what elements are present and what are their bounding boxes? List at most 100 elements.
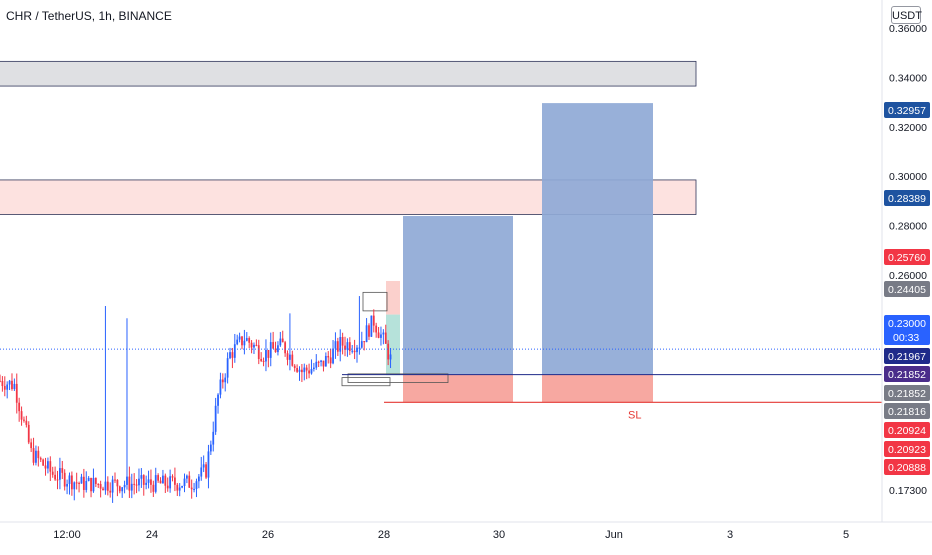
candle-body <box>248 338 251 343</box>
price-scale-badge-label: 0.21852 <box>888 369 926 381</box>
time-axis-bg <box>0 522 932 550</box>
candle <box>253 342 255 355</box>
candle-body <box>382 332 385 335</box>
candle <box>140 468 143 488</box>
candle <box>197 473 200 489</box>
price-scale-badge-bg <box>884 459 930 475</box>
long-position-1-target-zone <box>403 216 513 375</box>
resistance-zone-upper <box>0 60 697 87</box>
candle <box>224 373 227 392</box>
candle <box>236 334 239 346</box>
price-scale-badge: 0.21852 <box>884 385 930 401</box>
candle-body <box>159 480 162 484</box>
candle-body <box>92 477 95 492</box>
candle <box>372 309 375 333</box>
candle <box>23 416 25 423</box>
candle <box>291 350 294 367</box>
candle-body <box>284 342 287 354</box>
candle-body <box>135 484 138 486</box>
candle-body <box>320 360 322 362</box>
candle-body <box>214 405 217 432</box>
candle-body <box>317 361 320 363</box>
candle <box>20 406 23 426</box>
price-scale-badge-label: 0.25760 <box>888 252 926 264</box>
candle <box>255 339 258 347</box>
price-tick-label: 0.26000 <box>889 270 927 282</box>
candle <box>334 332 337 359</box>
candle <box>286 350 289 366</box>
candle-body <box>66 483 68 487</box>
candle <box>190 479 193 499</box>
candle <box>245 332 248 342</box>
candle-body <box>305 367 308 371</box>
price-scale-badge-label: 0.21967 <box>888 351 926 363</box>
candle-body <box>241 336 243 346</box>
candle <box>356 344 358 363</box>
candle <box>159 477 162 484</box>
candle <box>221 373 224 389</box>
candle-body <box>39 458 42 460</box>
candle <box>329 348 332 369</box>
entry-range-box-2 <box>341 377 391 387</box>
candle <box>229 347 231 360</box>
price-scale-badge-bg <box>884 348 930 364</box>
candle-body <box>183 478 186 487</box>
price-scale-badge: 0.20888 <box>884 459 930 475</box>
candle <box>169 469 172 493</box>
candle <box>75 472 78 490</box>
candle-body <box>267 350 270 358</box>
candle-body <box>202 464 205 468</box>
candle-body <box>238 336 241 340</box>
candle <box>272 331 275 349</box>
candle <box>377 326 380 339</box>
candle <box>185 474 188 484</box>
mini-position-stop-zone <box>386 280 400 315</box>
candle <box>166 477 169 492</box>
candle <box>37 446 40 467</box>
candle-body <box>78 482 80 484</box>
candle-body <box>262 360 265 362</box>
candle <box>389 347 392 369</box>
candle-body <box>51 471 54 475</box>
candle <box>157 473 160 483</box>
candle-body <box>104 481 107 491</box>
candle <box>279 331 282 347</box>
candle-body <box>341 337 344 346</box>
currency-button[interactable]: USDT <box>891 6 922 24</box>
candle <box>344 336 346 357</box>
candle <box>248 336 251 349</box>
candle-body <box>377 332 380 338</box>
candle <box>348 337 351 356</box>
candle <box>63 469 66 491</box>
candle <box>238 332 241 343</box>
candle <box>30 438 33 452</box>
candle <box>138 468 140 492</box>
candle <box>205 462 207 480</box>
candle <box>85 471 88 493</box>
candle <box>341 332 344 355</box>
candle-body <box>138 478 140 486</box>
candle-body <box>329 357 332 364</box>
candle-body <box>212 431 215 445</box>
candle <box>128 466 131 498</box>
candle <box>171 474 174 482</box>
price-scale-badge: 0.32957 <box>884 102 930 118</box>
candle-body <box>353 350 356 353</box>
candle-body <box>3 386 6 390</box>
candle-body <box>114 479 116 481</box>
candle <box>360 331 363 349</box>
candle-body <box>178 487 181 491</box>
candle <box>183 473 186 493</box>
price-scale-badge-bg <box>884 190 930 206</box>
candle <box>6 381 9 399</box>
candle-body <box>171 476 174 478</box>
candle <box>114 472 116 483</box>
candle-body <box>387 343 390 360</box>
candle-body <box>375 325 378 333</box>
candle-body <box>344 345 346 350</box>
candle <box>121 486 124 498</box>
candle <box>87 476 90 482</box>
candle <box>363 340 366 351</box>
